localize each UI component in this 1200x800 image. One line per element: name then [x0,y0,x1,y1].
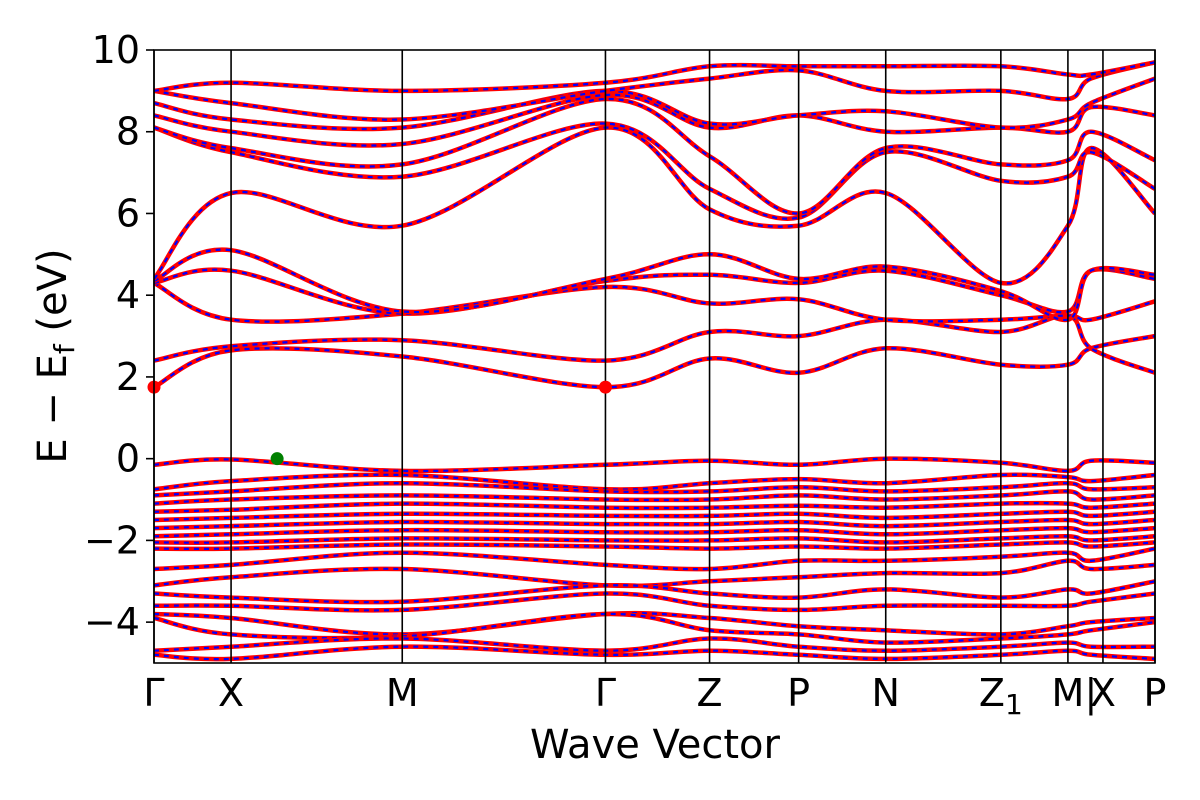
y-tick-label-2: −2 [84,518,140,562]
x-axis-ticks: Γ X M Γ Z P N Z1 M |X P [143,671,1166,721]
vbm-marker-3 [270,452,284,466]
x-tick-label-3: M [386,671,419,715]
x-tick-label-11: X [1090,671,1116,715]
band-29-dashed [154,637,1155,652]
band-8-dashed [154,97,1155,215]
x-tick-label-6: P [787,671,810,715]
band-14-dashed [154,473,1155,491]
band-7-dashed [154,122,1155,220]
y-tick-label-5: 4 [116,273,140,317]
plot-frame [153,49,1156,664]
y-axis-title-sub: f [48,343,81,354]
x-tick-label-1: Γ [143,671,164,715]
band-8-solid [154,96,1155,216]
y-tick-label-6: 6 [116,191,140,235]
band-edge-markers [147,380,612,466]
cbm-marker-2 [598,380,612,394]
x-tick-label-9: M [1052,671,1085,715]
y-tick-label-3: 0 [116,437,140,481]
band-25-dashed [154,580,1155,604]
band-26-dashed [154,592,1155,612]
band-12-dashed [154,61,1155,93]
x-tick-label-10: | [1085,671,1098,716]
band-23-dashed [154,547,1155,571]
x-tick-label-8: Z1 [979,671,1023,721]
y-tick-label-8: 10 [92,28,140,72]
x-axis-title: Wave Vector [530,722,781,768]
band-6-solid [154,125,1155,286]
x-tick-label-4: Γ [595,671,616,715]
band-27-dashed [154,612,1155,636]
x-tick-label-2: X [218,671,244,715]
band-2-dashed [154,314,1155,374]
x-tick-label-12: P [1144,671,1167,715]
y-tick-label-4: 2 [116,355,140,399]
y-axis-title: E − Ef (eV) [30,248,81,463]
band-7-solid [154,121,1155,221]
y-tick-label-7: 8 [116,110,140,154]
x-tick-label-5: Z [697,671,723,715]
band-3-dashed [154,281,1155,323]
band-3-solid [154,280,1155,324]
y-axis-title-main: E − E [30,354,76,464]
band-24-dashed [154,559,1155,587]
x-tick-label-7: N [872,671,900,715]
band-lines [154,60,1155,662]
band-10-dashed [154,77,1155,131]
band-13-dashed [154,457,1155,473]
y-tick-label-1: −4 [84,600,140,644]
y-axis-title-unit: (eV) [30,248,76,344]
band-30-dashed [154,645,1155,661]
y-axis-ticks: −4 −2 0 2 4 6 8 10 [84,28,154,644]
band-1-dashed [154,335,1155,389]
band-1-solid [154,333,1155,390]
